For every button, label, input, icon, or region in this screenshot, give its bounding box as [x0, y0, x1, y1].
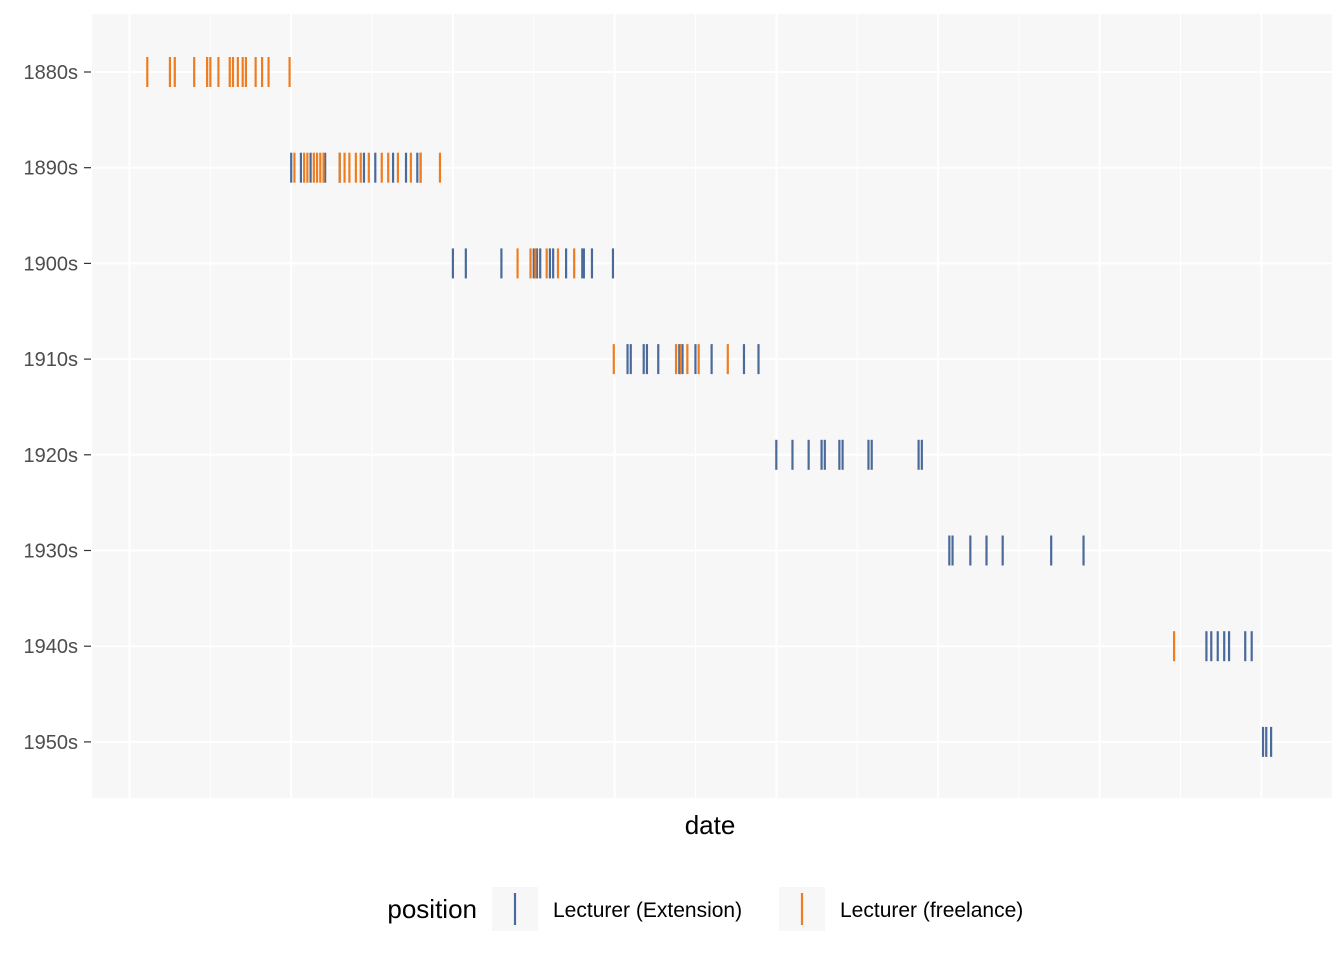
gridlines — [92, 14, 1343, 798]
legend-title: position — [387, 894, 477, 924]
legend-label: Lecturer (Extension) — [553, 899, 742, 922]
y-tick-label: 1940s — [24, 636, 79, 658]
legend-label: Lecturer (freelance) — [840, 899, 1023, 922]
y-axis: 1880s 1890s 1900s 1910s 1920s 1930s 1940s 1950s — [24, 62, 91, 754]
data-marks — [146, 57, 1273, 757]
y-tick-label: 1910s — [24, 349, 79, 371]
y-tick-label: 1950s — [24, 732, 79, 754]
y-tick-label: 1930s — [24, 541, 79, 563]
legend: position Lecturer (Extension) Lecturer (f… — [387, 887, 1023, 931]
y-tick-label: 1920s — [24, 445, 79, 467]
y-tick-label: 1890s — [24, 158, 79, 180]
y-tick-label: 1900s — [24, 253, 79, 275]
x-axis-title: date — [685, 810, 736, 840]
y-tick-label: 1880s — [24, 62, 79, 84]
plot-panel — [92, 14, 1332, 798]
